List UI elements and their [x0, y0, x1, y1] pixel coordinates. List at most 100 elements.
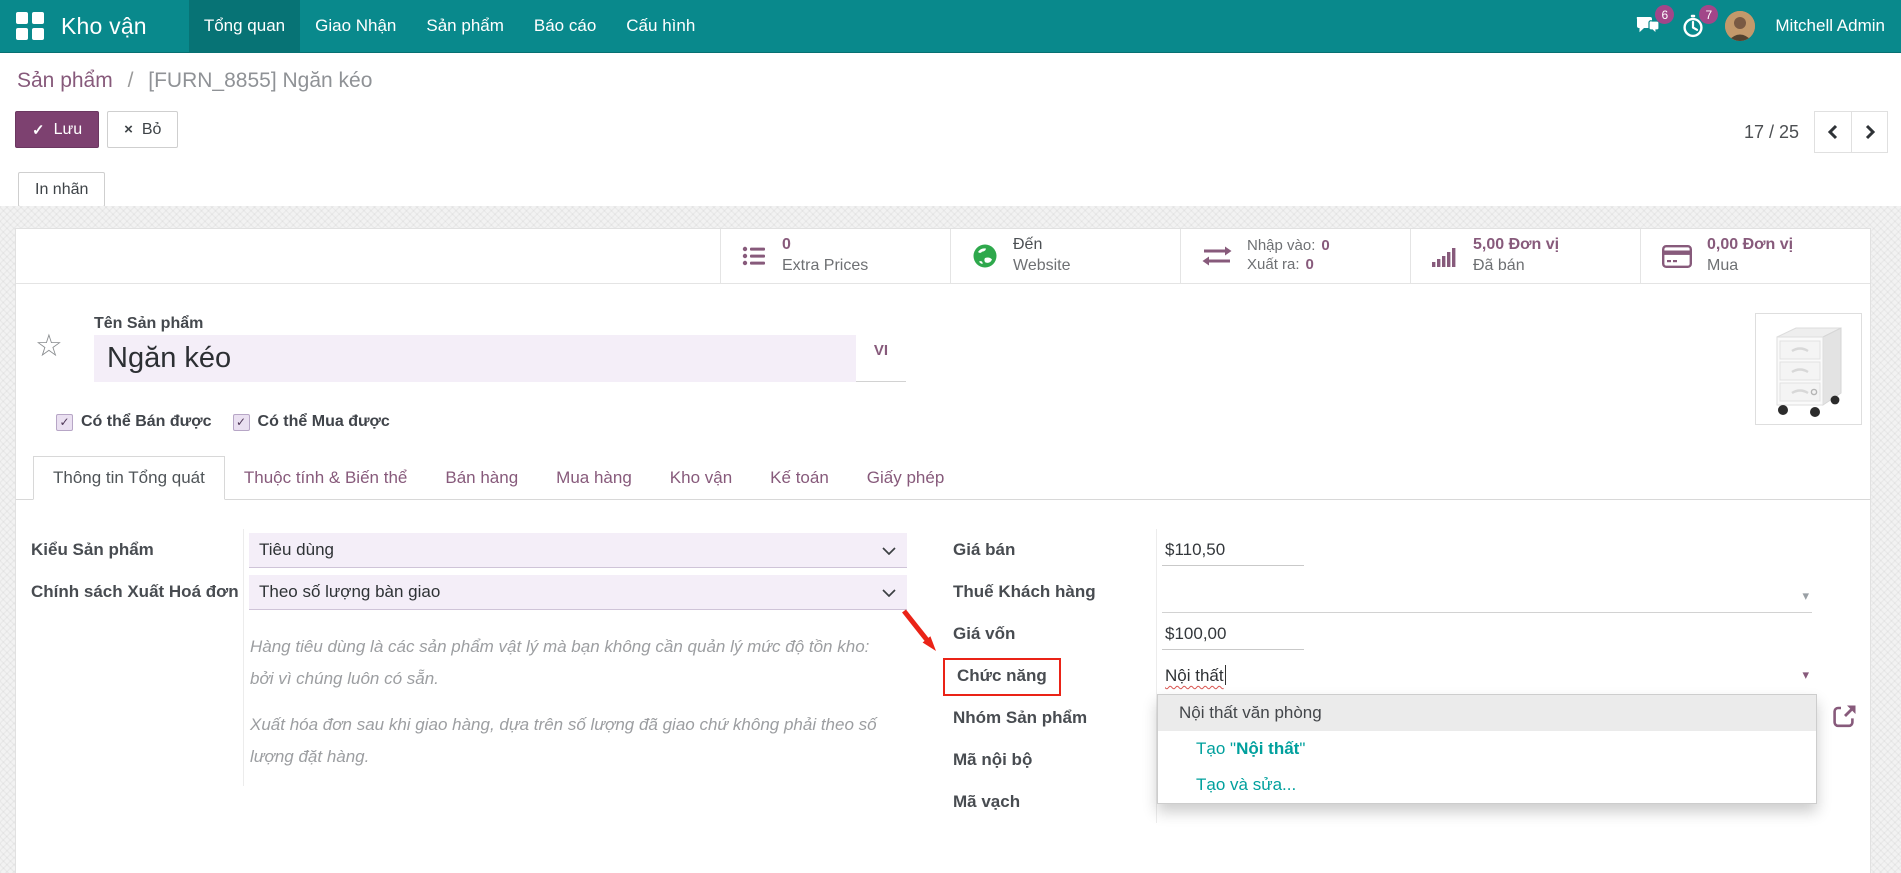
external-link-button[interactable] [1830, 701, 1860, 736]
tab-sales[interactable]: Bán hàng [445, 467, 519, 487]
credit-card-icon [1662, 244, 1692, 268]
globe-icon [973, 244, 997, 268]
product-group-field[interactable] [1156, 697, 1816, 739]
menu-configuration[interactable]: Cấu hình [626, 16, 696, 35]
cost-label: Giá vốn [953, 624, 1016, 643]
discard-button[interactable]: × Bỏ [107, 111, 179, 148]
can-be-sold-checkbox[interactable]: ✓ [56, 413, 73, 431]
internal-reference-field[interactable] [1156, 739, 1816, 781]
capability-checkboxes: ✓ Có thể Bán được ✓ Có thể Mua được [56, 413, 390, 431]
product-image[interactable] [1755, 313, 1862, 425]
top-navbar: Kho vận Tổng quan Giao Nhận Sản phẩm Báo… [0, 0, 1901, 53]
moves-out-label: Xuất ra: [1247, 256, 1300, 273]
save-button-label: Lưu [53, 120, 83, 138]
pager-next-button[interactable] [1851, 112, 1887, 152]
moves-in-label: Nhập vào: [1247, 237, 1316, 255]
form-sheet: 0 Extra Prices Đến Website [15, 228, 1871, 873]
clock-icon [1683, 14, 1703, 38]
tab-licenses[interactable]: Giấy phép [866, 467, 945, 487]
purchased-label: Mua [1707, 257, 1739, 274]
extra-prices-stat-button[interactable]: 0 Extra Prices [720, 229, 950, 283]
control-panel: Sản phẩm / [FURN_8855] Ngăn kéo ✓ Lưu × … [0, 53, 1901, 207]
app-name[interactable]: Kho vận [61, 12, 147, 39]
breadcrumb-products-link[interactable]: Sản phẩm [17, 69, 113, 92]
website-value: Đến [1013, 236, 1043, 254]
bullet-list-icon [742, 246, 765, 266]
breadcrumb-current: [FURN_8855] Ngăn kéo [148, 69, 373, 92]
user-avatar[interactable] [1725, 11, 1756, 41]
invoice-policy-label: Chính sách Xuất Hoá đơn [31, 582, 239, 601]
menu-transfers[interactable]: Giao Nhận [315, 16, 397, 35]
moves-out-value: 0 [1305, 256, 1314, 273]
invoice-policy-select[interactable]: Theo số lượng bàn giao [249, 575, 907, 610]
main-menu: Tổng quan Giao Nhận Sản phẩm Báo cáo Cấu… [188, 0, 710, 52]
close-icon: × [124, 121, 133, 138]
sold-stat-button[interactable]: 5,00 Đơn vị Đã bán [1410, 229, 1640, 283]
chevron-down-icon [882, 547, 896, 555]
sales-price-input[interactable]: $110,50 [1162, 533, 1304, 566]
text-cursor [1224, 665, 1227, 685]
product-name-input[interactable]: Ngăn kéo [94, 335, 856, 382]
navbar-right: 6 7 Mitchell Admin [1635, 5, 1901, 41]
favorite-star-icon[interactable]: ☆ [35, 328, 63, 363]
apps-menu-icon[interactable] [13, 9, 47, 43]
notebook-tabs: Thông tin Tổng quát Thuộc tính & Biến th… [16, 456, 1870, 500]
extra-prices-label: Extra Prices [782, 257, 869, 274]
activities-button[interactable]: 7 [1681, 5, 1719, 38]
sold-value: 5,00 Đơn vị [1473, 236, 1560, 254]
moves-in-value: 0 [1321, 237, 1330, 255]
product-type-label: Kiểu Sản phẩm [31, 540, 154, 559]
customer-tax-label: Thuế Khách hàng [953, 582, 1096, 601]
caret-down-icon[interactable]: ▾ [1802, 588, 1809, 603]
product-group-label: Nhóm Sản phẩm [953, 708, 1088, 727]
product-type-select[interactable]: Tiêu dùng [249, 533, 907, 568]
dropdown-create-option[interactable]: Tạo " Nội thất " [1158, 731, 1816, 767]
tab-inventory[interactable]: Kho vận [669, 467, 733, 487]
barcode-field[interactable] [1156, 781, 1816, 823]
sales-price-label: Giá bán [953, 540, 1016, 559]
tab-attributes-variants[interactable]: Thuộc tính & Biến thể [243, 467, 408, 487]
menu-reporting[interactable]: Báo cáo [533, 16, 597, 35]
consumable-help-text: Hàng tiêu dùng là các sản phẩm vật lý mà… [250, 637, 870, 689]
dropdown-option-office-furniture[interactable]: Nội thất văn phòng [1158, 695, 1816, 731]
sold-label: Đã bán [1473, 257, 1525, 274]
tab-accounting[interactable]: Kế toán [770, 467, 829, 487]
translation-language-badge[interactable]: VI [856, 335, 906, 382]
user-name[interactable]: Mitchell Admin [1775, 16, 1885, 35]
external-link-icon [1833, 705, 1856, 728]
category-label: Chức năng [957, 666, 1047, 685]
category-field-cell: Nội thất ▾ Nội thất văn phòng Tạo " Nội t… [1156, 655, 1856, 804]
tab-purchase[interactable]: Mua hàng [556, 467, 632, 487]
avatar-photo-icon [1725, 11, 1756, 41]
caret-down-icon[interactable]: ▾ [1802, 667, 1809, 682]
save-button[interactable]: ✓ Lưu [15, 111, 100, 148]
barcode-label: Mã vạch [953, 792, 1021, 811]
pager-previous-button[interactable] [1815, 112, 1851, 152]
product-moves-stat-button[interactable]: Nhập vào: 0 Xuất ra: 0 [1180, 229, 1410, 283]
print-labels-button[interactable]: In nhãn [18, 172, 106, 207]
transfer-arrows-icon [1202, 246, 1232, 266]
dropdown-create-edit-option[interactable]: Tạo và sửa... [1158, 767, 1816, 803]
tab-general-information[interactable]: Thông tin Tổng quát [33, 456, 225, 500]
messages-button[interactable]: 6 [1635, 5, 1675, 38]
chevron-down-icon [882, 589, 896, 597]
internal-reference-label: Mã nội bộ [953, 750, 1033, 769]
form-action-buttons: ✓ Lưu × Bỏ [15, 111, 179, 148]
can-be-purchased-checkbox[interactable]: ✓ [232, 413, 250, 431]
drawer-cabinet-image [1776, 327, 1841, 417]
field-help-text: Hàng tiêu dùng là các sản phẩm vật lý mà… [243, 613, 907, 787]
record-pager: 17 / 25 [1744, 111, 1888, 153]
purchased-stat-button[interactable]: 0,00 Đơn vị Mua [1640, 229, 1870, 283]
website-stat-button[interactable]: Đến Website [950, 229, 1180, 283]
cost-input[interactable]: $100,00 [1162, 617, 1304, 650]
category-input[interactable]: Nội thất ▾ [1162, 659, 1812, 696]
menu-overview[interactable]: Tổng quan [188, 0, 301, 52]
menu-products[interactable]: Sản phẩm [426, 16, 504, 35]
pager-counter: 17 / 25 [1743, 121, 1799, 142]
customer-tax-input[interactable]: ▾ [1162, 580, 1812, 613]
messages-badge: 6 [1655, 5, 1675, 24]
chevron-left-icon [1827, 124, 1838, 140]
form-group-left: Kiểu Sản phẩm Tiêu dùng Chính sách Xuất … [31, 529, 907, 787]
breadcrumb-separator: / [127, 69, 134, 92]
